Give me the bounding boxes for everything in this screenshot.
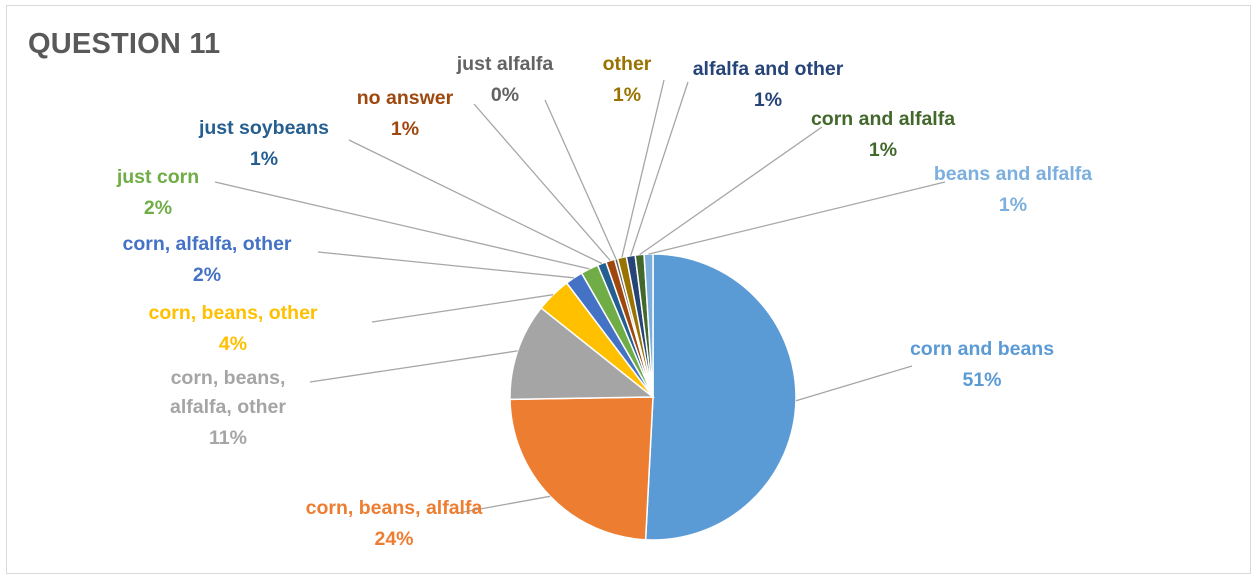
slice-label: just corn <box>116 166 199 188</box>
slice-percent-label: 11% <box>209 427 247 449</box>
slice-label: corn and beans <box>910 338 1054 360</box>
slice-label: alfalfa, other <box>170 396 286 418</box>
slice-label: corn, beans, other <box>148 302 317 324</box>
leader-line <box>372 295 553 322</box>
pie-slice-corn-and-beans <box>646 254 796 540</box>
slice-percent-label: 2% <box>144 197 172 219</box>
slice-label: beans and alfalfa <box>934 163 1092 185</box>
slice-percent-label: 24% <box>374 528 413 550</box>
slice-percent-label: 1% <box>869 139 897 161</box>
slice-label: corn, beans, alfalfa <box>306 497 483 519</box>
slice-label: just soybeans <box>198 117 329 139</box>
leader-line <box>622 80 664 257</box>
slice-percent-label: 1% <box>754 89 782 111</box>
leader-line <box>349 140 602 264</box>
slice-label: corn, beans, <box>171 367 286 389</box>
slice-label: corn and alfalfa <box>811 108 955 130</box>
leader-line <box>631 82 688 256</box>
slice-percent-label: 1% <box>999 194 1027 216</box>
leader-line <box>215 182 590 269</box>
slice-percent-label: 1% <box>250 148 278 170</box>
slice-percent-label: 0% <box>491 84 519 106</box>
slice-percent-label: 2% <box>193 264 221 286</box>
slice-label: alfalfa and other <box>693 58 844 80</box>
leader-line <box>474 104 610 261</box>
leader-line <box>796 366 912 401</box>
slice-label: no answer <box>357 87 454 109</box>
slice-percent-label: 1% <box>391 118 419 140</box>
slice-percent-label: 1% <box>613 84 641 106</box>
slice-percent-label: 4% <box>219 333 247 355</box>
slice-label: other <box>603 53 652 75</box>
leader-line <box>545 100 616 259</box>
leader-line <box>310 351 518 382</box>
slice-label: corn, alfalfa, other <box>122 233 291 255</box>
slice-label: just alfalfa <box>456 53 554 75</box>
pie-slice-corn-beans-alfalfa <box>510 397 653 540</box>
slice-percent-label: 51% <box>962 369 1001 391</box>
